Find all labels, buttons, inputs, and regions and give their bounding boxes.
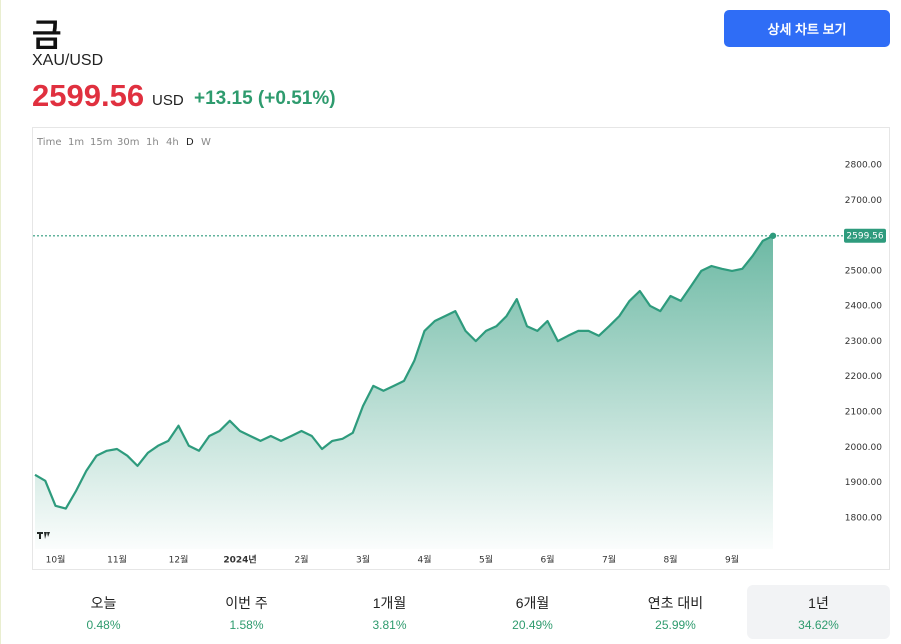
period-label: 1년 bbox=[808, 594, 829, 611]
symbol: XAU/USD bbox=[32, 52, 104, 69]
last-price-box bbox=[844, 228, 886, 243]
period-value: 25.99% bbox=[655, 617, 696, 632]
period-cell[interactable]: 1년 34.62% bbox=[747, 585, 890, 639]
period-cell[interactable]: 이번 주 1.58% bbox=[175, 585, 318, 639]
last-price-label: 2599.56 bbox=[846, 231, 883, 241]
period-value: 3.81% bbox=[372, 617, 407, 632]
chart: Time 1m 15m 30m 1h 4h D W 1800.00 1900.00 2000.00 2… bbox=[33, 137, 886, 566]
y-tick-label: 2400.00 bbox=[845, 302, 882, 312]
x-tick-label: 3월 bbox=[356, 554, 370, 566]
y-tick-label: 2300.00 bbox=[845, 337, 882, 347]
y-tick-label: 2100.00 bbox=[845, 407, 882, 417]
timeframe[interactable]: 1m bbox=[68, 137, 84, 148]
y-tick-label: 1800.00 bbox=[845, 513, 882, 523]
timeframe[interactable]: W bbox=[201, 137, 211, 148]
y-tick-label: 2200.00 bbox=[845, 372, 882, 382]
period-cell[interactable]: 연초 대비 25.99% bbox=[604, 585, 747, 639]
period-value: 20.49% bbox=[512, 617, 553, 632]
x-tick-label: 8월 bbox=[663, 554, 677, 566]
y-tick-label: 2000.00 bbox=[845, 443, 882, 453]
detail-button[interactable]: 상세 차트 보기 bbox=[724, 10, 890, 47]
period-value: 0.48% bbox=[86, 617, 121, 632]
period-cell[interactable]: 1개월 3.81% bbox=[318, 585, 461, 639]
y-tick-label: 2800.00 bbox=[845, 161, 882, 171]
x-tick-label: 2월 bbox=[294, 554, 308, 566]
period-value: 34.62% bbox=[798, 617, 839, 632]
x-tick-label: 10월 bbox=[46, 554, 66, 566]
period-cell[interactable]: 6개월 20.49% bbox=[461, 585, 604, 639]
period-label: 1개월 bbox=[372, 594, 407, 611]
x-tick-label: 5월 bbox=[479, 554, 493, 566]
y-tick-label: 2700.00 bbox=[845, 196, 882, 206]
last-point bbox=[769, 232, 777, 239]
stats: 오늘 0.48% 이번 주 1.58% 1개월 3.81% 6개월 20.49% 연초 대비 25… bbox=[32, 585, 890, 639]
timeframe[interactable]: D bbox=[186, 137, 194, 148]
change: +13.15 (+0.51%) bbox=[194, 88, 336, 109]
period-label: 이번 주 bbox=[225, 594, 268, 611]
y-tick-label: 2500.00 bbox=[845, 266, 882, 276]
period-label: 연초 대비 bbox=[647, 594, 704, 611]
timeframe[interactable]: 30m bbox=[117, 137, 139, 148]
x-tick-label: 6월 bbox=[540, 554, 554, 566]
title: 금 bbox=[32, 17, 62, 53]
price-line bbox=[34, 234, 774, 510]
x-tick-label: 11월 bbox=[107, 554, 127, 566]
timeframe[interactable]: Time bbox=[36, 137, 61, 148]
currency: USD bbox=[152, 92, 184, 109]
chart-box: Time 1m 15m 30m 1h 4h D W 1800.00 1900.00 2000.00 2… bbox=[32, 127, 890, 570]
timeframe[interactable]: 15m bbox=[90, 137, 112, 148]
period-cell[interactable]: 오늘 0.48% bbox=[32, 585, 175, 639]
period-label: 6개월 bbox=[515, 594, 550, 611]
x-tick-label: 9월 bbox=[725, 554, 739, 566]
price: 2599.56 bbox=[32, 78, 145, 113]
timeframe[interactable]: 1h bbox=[146, 137, 159, 148]
timeframe[interactable]: 4h bbox=[166, 137, 179, 148]
period-value: 1.58% bbox=[229, 617, 264, 632]
x-tick-label: 12월 bbox=[169, 554, 189, 566]
area-fill bbox=[35, 235, 773, 550]
x-tick-label: 4월 bbox=[417, 554, 431, 566]
y-tick-label: 1900.00 bbox=[845, 478, 882, 488]
x-tick-label: 2024년 bbox=[223, 554, 256, 566]
x-tick-label: 7월 bbox=[602, 554, 616, 566]
period-label: 오늘 bbox=[90, 594, 117, 611]
